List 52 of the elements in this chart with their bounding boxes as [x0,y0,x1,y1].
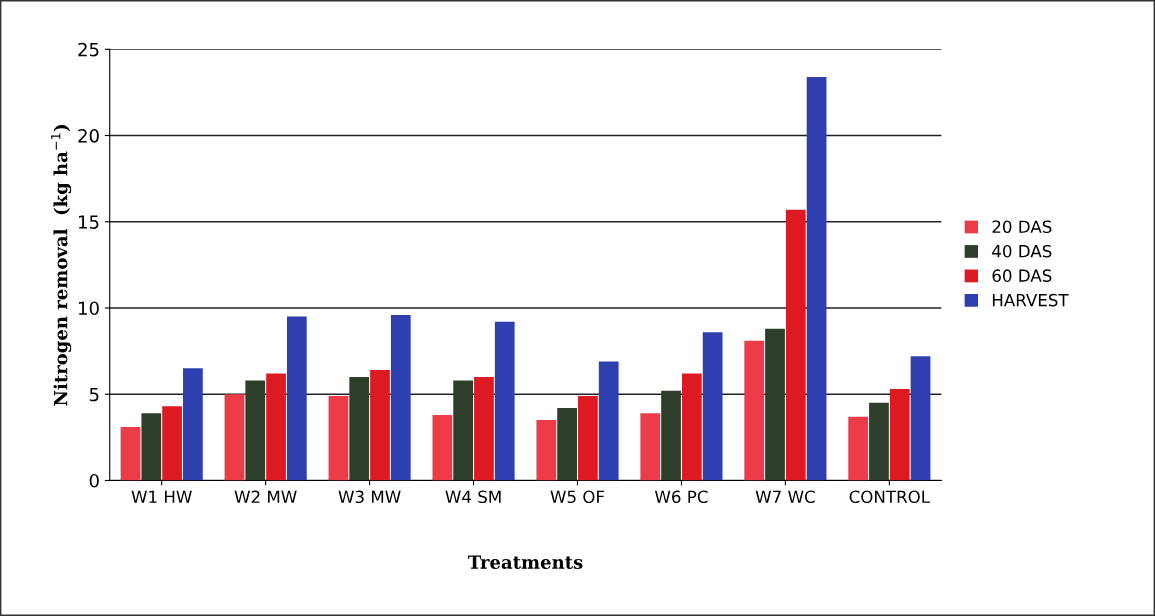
y-tick-label: 0 [89,473,99,488]
x-tick-label: W2 MW [234,490,297,503]
bar [889,389,910,481]
bar [578,395,598,481]
y-tick-label: 5 [89,387,99,402]
bar [557,408,577,481]
bar [453,380,474,481]
bar [474,376,494,481]
y-axis-title: Nitrogen removal (kg ha$^{−1}$) [51,125,72,406]
bar [183,368,203,481]
bar [598,361,619,481]
bar [702,332,723,481]
x-tick-label: CONTROL [849,490,930,504]
bar [744,340,765,481]
x-axis-title: Treatments [468,555,583,569]
bar [266,373,286,481]
bar [120,427,141,481]
x-tick-label: W1 HW [131,490,192,503]
bar [765,328,785,481]
x-tick-label: W4 SM [445,490,501,504]
bar [286,316,307,481]
bar [390,314,411,481]
legend-label: 60 DAS [992,269,1052,282]
bar [869,402,889,481]
legend-label: 40 DAS [992,244,1052,258]
y-tick-label: 15 [79,215,99,229]
bar [141,413,162,481]
bar [661,390,681,481]
bar [848,416,869,481]
x-tick-label: W6 PC [654,490,708,504]
bar [432,414,453,481]
bar [910,356,931,481]
bar [681,373,702,481]
bar [245,380,266,481]
y-tick-label: 10 [79,301,99,316]
x-tick-label: W7 WC [755,490,815,504]
legend-label: 20 DAS [992,220,1052,234]
bar [536,420,557,481]
y-tick-label: 20 [78,128,99,143]
bar [494,321,515,481]
y-tick-label: 25 [78,42,99,57]
bar [640,413,661,481]
bar [162,406,182,481]
legend-label: HARVEST [992,293,1069,307]
bar [370,370,390,481]
bar [328,395,349,481]
x-tick-label: W3 MW [338,490,401,504]
bar [806,76,827,481]
bar [785,209,806,481]
bar [349,376,370,481]
bar [224,394,245,481]
x-tick-label: W5 OF [550,490,605,504]
